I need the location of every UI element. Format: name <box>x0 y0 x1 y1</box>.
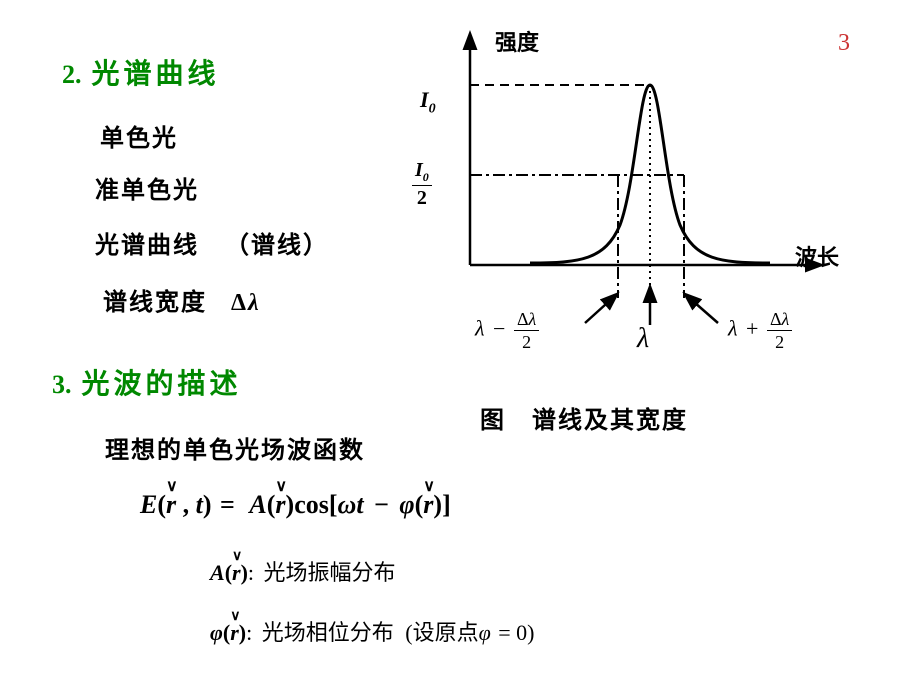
chart-caption: 图 谱线及其宽度 <box>480 400 688 435</box>
bullet-quasi-mono: 准单色光 <box>95 170 199 205</box>
bullet-linewidth-label: 谱线宽度 <box>103 290 207 316</box>
i0-half-label: I0 2 <box>412 160 432 208</box>
lambda-label: λ <box>637 323 649 355</box>
section-3-title: 光波的描述 <box>82 362 242 402</box>
bullet-spectral-curve-b: （谱线） <box>225 233 329 259</box>
bullet-ideal-wavefunc: 理想的单色光场波函数 <box>105 430 365 465</box>
i0-label: I0 <box>420 87 436 117</box>
section-2-title: 光谱曲线 <box>92 52 220 92</box>
main-equation: E(∨r , t) = A(∨r)cos[ωt − φ(∨r)] <box>140 490 451 520</box>
lambda-minus-label: λ − Δλ 2 <box>475 310 539 351</box>
amplitude-desc: A(∨r): 光场振幅分布 <box>210 555 396 587</box>
section-2-heading: 2. 光谱曲线 <box>62 52 220 92</box>
section-3-heading: 3. 光波的描述 <box>52 362 242 402</box>
phase-desc: φ(∨r): 光场相位分布 (设原点φ = 0) <box>210 615 535 647</box>
lambda-plus-label: λ + Δλ 2 <box>728 310 792 351</box>
bullet-spectral-curve-a: 光谱曲线 <box>95 233 199 259</box>
y-axis-label: 强度 <box>495 25 539 57</box>
bullet-spectral-curve: 光谱曲线 （谱线） <box>95 225 329 260</box>
section-2-num: 2. <box>62 60 82 90</box>
section-3-num: 3. <box>52 370 72 400</box>
bullet-monochromatic: 单色光 <box>100 118 178 153</box>
bullet-linewidth: 谱线宽度 Δλ <box>103 282 261 317</box>
spectral-line-chart: 强度 波长 I0 I0 2 λ λ − Δλ 2 λ + Δλ 2 <box>440 25 850 375</box>
delta-lambda-sym: λ <box>248 290 261 316</box>
x-axis-label: 波长 <box>795 240 839 272</box>
